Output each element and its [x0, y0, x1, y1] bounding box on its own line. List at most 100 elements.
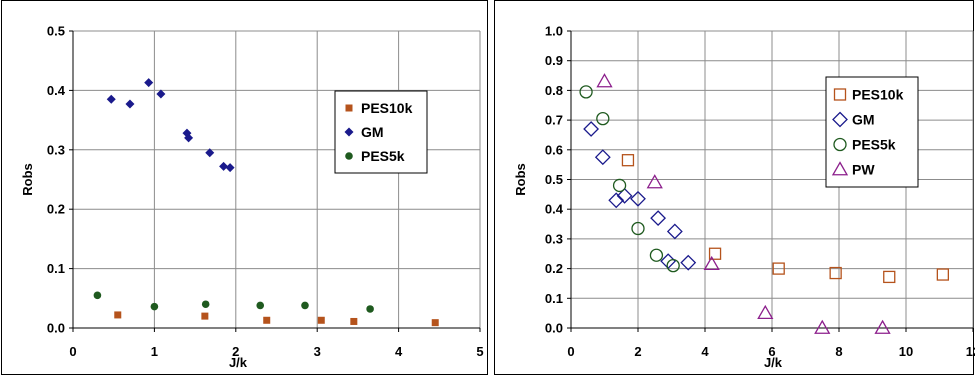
- left-x-tick-label: 0: [69, 344, 76, 359]
- right-data-point: [596, 73, 613, 88]
- right-data-point: [772, 262, 785, 275]
- right-data-point: [829, 266, 842, 280]
- right-legend-label-pes5k: PES5k: [852, 137, 896, 153]
- left-series-pes5k: [93, 291, 374, 313]
- right-y-tick-label: 0.9: [545, 53, 563, 68]
- right-data-point: [649, 248, 664, 262]
- left-series-gm: [106, 78, 235, 173]
- left-data-point: [106, 94, 116, 104]
- right-data-point: [666, 258, 680, 273]
- left-y-axis-label: Robs: [20, 163, 35, 196]
- left-legend-marker-gm: [344, 127, 354, 137]
- right-legend-marker-pes10k: [833, 88, 847, 101]
- right-y-tick-label: 0.8: [545, 83, 563, 98]
- right-x-tick-label: 2: [634, 344, 641, 359]
- right-data-point: [583, 121, 600, 137]
- right-data-point: [579, 85, 593, 99]
- right-data-point: [703, 255, 720, 271]
- right-legend-marker-pw: [831, 161, 849, 176]
- right-x-tick-label: 0: [567, 344, 574, 359]
- right-series-pw: [596, 73, 891, 334]
- left-data-point: [225, 163, 235, 173]
- left-data-point: [150, 302, 159, 311]
- right-x-tick-label: 10: [899, 344, 913, 359]
- right-data-point: [616, 187, 633, 204]
- left-legend-label-pes10k: PES10k: [361, 100, 413, 116]
- right-y-tick-label: 0.2: [545, 261, 563, 276]
- left-data-point: [201, 300, 210, 309]
- right-series-pes5k: [579, 85, 680, 273]
- right-data-point: [594, 149, 611, 166]
- left-x-tick-label: 4: [395, 344, 403, 359]
- right-data-point: [936, 268, 950, 281]
- right-series-gm: [583, 121, 697, 271]
- right-legend-label-pes10k: PES10k: [852, 87, 904, 103]
- left-data-point: [144, 78, 154, 88]
- right-legend: [825, 76, 919, 188]
- right-y-tick-label: 0.1: [545, 291, 563, 306]
- right-data-point: [646, 174, 663, 189]
- right-x-tick-label: 6: [768, 344, 775, 359]
- right-data-point: [608, 192, 625, 209]
- right-data-point: [650, 210, 667, 227]
- left-legend-marker-pes10k: [345, 104, 353, 112]
- left-data-point: [184, 133, 194, 143]
- chart-left: 0.0 0.1 0.2 0.3 0.4 0.5 0 1 2 3 4 5 J/k Robs PES10k GM P…: [1, 0, 488, 375]
- right-data-point: [631, 221, 645, 236]
- right-legend-marker-pes5k: [833, 137, 847, 152]
- left-y-tick-label: 0.4: [47, 83, 66, 98]
- left-x-tick-label: 3: [314, 344, 321, 359]
- chart-right: 0.0 0.1 0.2 0.3 0.4 0.5 0.6 0.7 0.8 0.9 1.0 0 2 4 6 8 10…: [494, 0, 975, 375]
- right-x-axis-label: J/k: [764, 355, 783, 370]
- right-data-point: [757, 304, 774, 320]
- left-data-point: [125, 99, 135, 109]
- left-data-point: [263, 316, 271, 324]
- right-y-tick-label: 0.5: [545, 172, 563, 187]
- right-data-point: [630, 190, 646, 207]
- right-data-point: [612, 178, 627, 193]
- right-data-point: [666, 223, 683, 240]
- right-y-tick-label: 1.0: [545, 24, 563, 39]
- left-y-tick-label: 0.2: [47, 202, 65, 217]
- right-data-point: [596, 111, 610, 126]
- right-legend-label-pw: PW: [852, 162, 875, 178]
- right-legend-marker-gm: [832, 111, 848, 128]
- right-y-tick-label: 0.0: [545, 321, 563, 336]
- chart-right-svg: 0.0 0.1 0.2 0.3 0.4 0.5 0.6 0.7 0.8 0.9 1.0 0 2 4 6 8 10…: [513, 24, 975, 371]
- left-data-point: [431, 319, 439, 327]
- right-y-axis-label: Robs: [513, 163, 528, 196]
- left-y-tick-label: 0.5: [47, 24, 65, 39]
- right-data-point: [874, 319, 891, 334]
- left-legend-label-gm: GM: [361, 124, 384, 140]
- right-data-point: [883, 270, 896, 284]
- left-data-point: [219, 161, 229, 171]
- left-data-point: [201, 312, 209, 320]
- left-x-tick-label: 2: [232, 344, 239, 359]
- left-x-tick-label: 5: [476, 344, 483, 359]
- right-series-pes10k: [621, 154, 950, 284]
- right-y-tick-label: 0.7: [545, 113, 563, 128]
- left-data-point: [317, 316, 325, 324]
- left-data-point: [366, 305, 374, 313]
- right-y-tick-label: 0.4: [545, 202, 564, 217]
- left-data-point: [301, 301, 309, 310]
- right-data-point: [708, 247, 722, 260]
- left-x-tick-label: 1: [151, 344, 158, 359]
- left-data-point: [256, 301, 265, 310]
- right-data-point: [814, 319, 831, 334]
- left-y-tick-label: 0.1: [47, 261, 65, 276]
- right-legend-label-gm: GM: [852, 112, 875, 128]
- left-legend-label-pes5k: PES5k: [361, 148, 405, 164]
- right-x-tick-label: 4: [701, 344, 709, 359]
- left-data-point: [350, 317, 358, 325]
- left-data-point: [156, 89, 166, 99]
- chart-left-svg: 0.0 0.1 0.2 0.3 0.4 0.5 0 1 2 3 4 5 J/k Robs PES10k GM P…: [20, 24, 484, 371]
- left-series-pes10k: [114, 311, 439, 327]
- left-data-point: [93, 291, 102, 300]
- right-y-tick-label: 0.3: [545, 231, 563, 246]
- right-x-tick-label: 12: [966, 344, 975, 359]
- left-data-point: [114, 311, 122, 319]
- right-x-tick-label: 8: [835, 344, 842, 359]
- left-data-point: [205, 148, 215, 158]
- right-data-point: [621, 154, 635, 167]
